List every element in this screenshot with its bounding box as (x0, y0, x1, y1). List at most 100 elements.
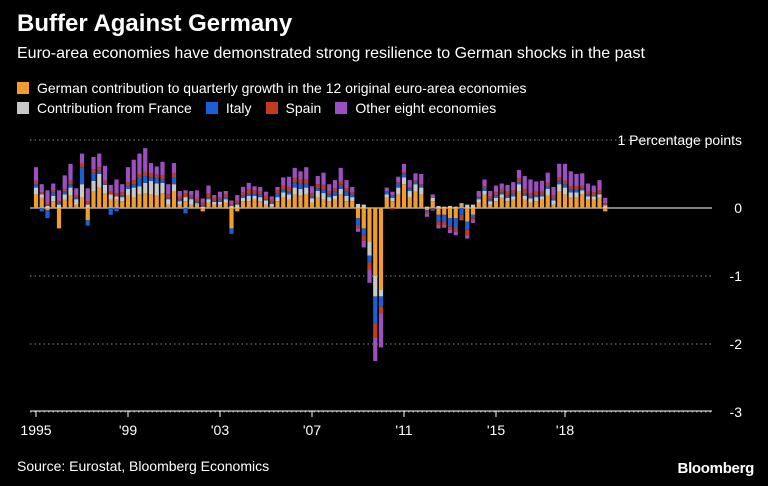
bar-segment (568, 186, 573, 190)
bar-segment (212, 201, 217, 205)
bar-segment (166, 204, 171, 208)
bar-segment (545, 188, 550, 196)
bar-segment (166, 194, 171, 198)
bar-segment (252, 190, 257, 194)
bar-segment (217, 197, 223, 200)
bar-segment (384, 187, 389, 191)
bar-segment (407, 186, 412, 189)
bar-segment (361, 235, 366, 241)
bar-segment (511, 196, 516, 200)
bar-segment (562, 184, 568, 188)
y-tick-label: -3 (730, 404, 743, 420)
bar-segment (396, 176, 401, 183)
bar-segment (74, 195, 79, 198)
legend-item-italy: Italy (205, 100, 252, 116)
bar-segment (263, 200, 269, 205)
bar-segment (292, 178, 297, 183)
bar-segment (91, 157, 96, 170)
bar-segment (327, 184, 332, 191)
bar-segment (263, 191, 269, 196)
bar-segment (603, 205, 608, 208)
bar-segment (367, 242, 372, 256)
bar-segment (401, 171, 407, 174)
bar-segment (97, 167, 102, 171)
bar-segment (350, 186, 355, 193)
bar-segment (344, 191, 349, 196)
bar-segment (522, 199, 527, 208)
legend-label-other: Other eight economies (355, 100, 497, 116)
bar-segment (505, 184, 510, 192)
bar-segment (171, 191, 177, 208)
bar-segment (281, 192, 286, 198)
bar-segment (137, 174, 142, 179)
bar-segment (321, 199, 326, 208)
bar-segment (551, 198, 556, 201)
bar-segment (396, 182, 401, 184)
bar-segment (120, 184, 125, 193)
bar-segment (373, 337, 378, 361)
bar-segment (240, 197, 246, 202)
bar-segment (154, 166, 159, 175)
bar-segment (488, 191, 493, 197)
bar-segment (97, 174, 102, 188)
bar-segment (574, 189, 579, 193)
bar-segment (286, 191, 292, 195)
bar-segment (332, 195, 338, 200)
bar-segment (482, 186, 487, 189)
legend-label-italy: Italy (225, 100, 252, 116)
legend-row-2: Contribution from France Italy Spain Oth… (17, 100, 510, 116)
bar-segment (74, 197, 79, 200)
bar-segment (39, 208, 44, 212)
bar-segment (355, 228, 361, 232)
bar-segment (516, 191, 522, 208)
legend-swatch-spain (265, 102, 278, 114)
bar-segment (91, 180, 96, 191)
bar-segment (585, 199, 591, 208)
bar-segment (39, 184, 44, 193)
legend-row-1: German contribution to quarterly growth … (17, 80, 541, 96)
bar-segment (189, 195, 194, 198)
bar-segment (568, 192, 573, 198)
bar-segment (401, 163, 407, 172)
bar-segment (33, 187, 39, 195)
bar-segment (315, 197, 320, 208)
bar-segment (304, 167, 309, 180)
bar-segment (534, 201, 539, 208)
bar-segment (143, 193, 148, 208)
bar-segment (154, 195, 159, 208)
bar-segment (591, 192, 596, 196)
bar-segment (545, 182, 550, 187)
bar-segment (246, 193, 251, 196)
bar-segment (597, 193, 602, 195)
bar-segment (580, 173, 585, 186)
bar-segment (367, 208, 372, 242)
bar-segment (350, 197, 355, 202)
bar-segment (534, 197, 539, 202)
bar-segment (263, 204, 269, 208)
bar-segment (269, 199, 274, 203)
bar-segment (286, 186, 292, 191)
bar-segment (384, 191, 389, 195)
bar-segment (338, 167, 343, 182)
bar-segment (102, 183, 108, 185)
bar-segment (603, 197, 608, 204)
x-tick-label: '11 (395, 422, 412, 438)
bar-segment (327, 194, 332, 198)
bar-segment (476, 197, 481, 200)
bar-segment (39, 192, 44, 195)
bar-segment (79, 153, 85, 164)
bar-segment (459, 203, 464, 205)
bar-segment (488, 199, 493, 202)
bar-segment (79, 167, 85, 185)
bar-segment (407, 197, 412, 208)
bar-segment (229, 228, 234, 234)
bar-segment (68, 163, 73, 181)
bar-segment (263, 195, 269, 200)
bar-segment (85, 220, 90, 226)
bar-segment (401, 173, 407, 178)
chart-subtitle: Euro-area economies have demonstrated st… (17, 45, 645, 62)
bar-segment (488, 204, 493, 208)
bar-segment (45, 203, 50, 206)
bar-segment (499, 197, 504, 208)
bar-segment (252, 193, 257, 196)
